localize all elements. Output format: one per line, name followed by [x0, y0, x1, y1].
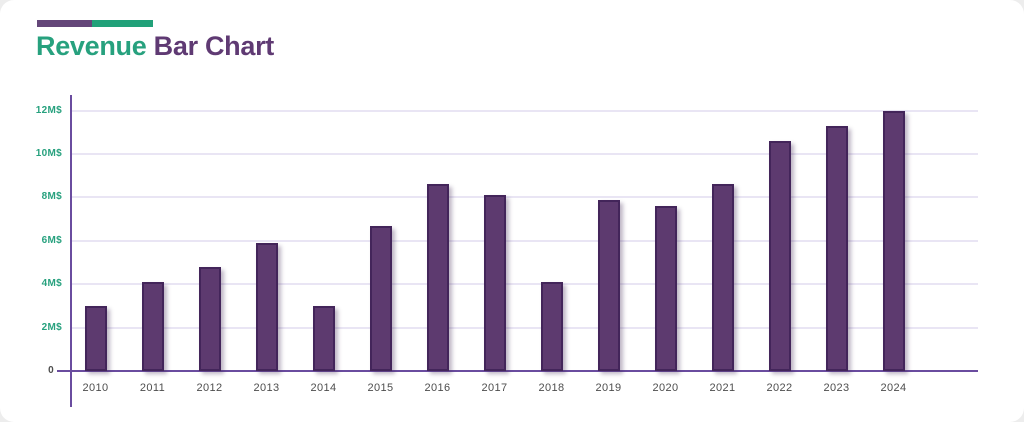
bar-2011 [141, 282, 164, 371]
x-axis-line [57, 370, 978, 372]
x-tick-label-2022: 2022 [766, 382, 793, 394]
bar-2016 [426, 184, 449, 371]
x-tick-label-2014: 2014 [310, 382, 337, 394]
y-tick-label-0: 0 [48, 365, 54, 376]
x-tick-label-2021: 2021 [709, 382, 736, 394]
gridline-6m [70, 239, 978, 242]
bar-2017 [483, 195, 506, 371]
gridline-4m [70, 283, 978, 286]
y-tick-label-10ms: 10M$ [35, 148, 62, 159]
y-tick-label-4ms: 4M$ [41, 278, 62, 290]
x-tick-label-2023: 2023 [823, 382, 850, 394]
bar-2015 [369, 225, 392, 371]
page-title: Revenue Bar Chart [36, 31, 274, 62]
y-tick-label-8ms: 8M$ [41, 191, 62, 203]
bar-2014 [312, 305, 335, 371]
x-tick-label-2016: 2016 [424, 382, 451, 394]
x-tick-label-2018: 2018 [538, 382, 565, 394]
x-tick-label-2011: 2011 [139, 382, 166, 394]
x-tick-label-2015: 2015 [367, 382, 394, 394]
x-tick-label-2017: 2017 [481, 382, 508, 394]
gridline-2m [70, 326, 978, 329]
title-accent-bar [37, 20, 153, 27]
x-tick-label-2024: 2024 [880, 382, 907, 394]
bar-2010 [84, 305, 107, 371]
gridline-10m [70, 153, 978, 155]
bar-2019 [597, 199, 620, 371]
bar-2021 [711, 184, 734, 371]
y-tick-label-6ms: 6M$ [41, 234, 62, 246]
x-tick-label-2010: 2010 [82, 382, 109, 394]
bar-2022 [768, 140, 791, 371]
bar-2012 [198, 266, 221, 371]
bar-2018 [540, 282, 563, 371]
bar-2020 [654, 206, 677, 371]
x-tick-label-2013: 2013 [253, 382, 280, 394]
gridline-8m [70, 196, 978, 199]
accent-bar-green-segment [92, 20, 153, 27]
bar-2023 [825, 125, 848, 371]
accent-bar-purple-segment [37, 20, 92, 27]
title-word-revenue: Revenue [36, 31, 147, 61]
bar-2013 [255, 242, 278, 371]
x-tick-label-2019: 2019 [595, 382, 622, 394]
bar-2024 [882, 110, 905, 371]
x-tick-label-2020: 2020 [652, 382, 679, 394]
y-tick-label-2ms: 2M$ [41, 321, 62, 333]
title-word-bar-chart: Bar Chart [146, 31, 275, 61]
y-tick-label-12ms: 12M$ [35, 104, 62, 116]
x-tick-label-2012: 2012 [196, 382, 223, 394]
y-axis-line [70, 95, 72, 407]
gridline-12m [70, 109, 978, 112]
